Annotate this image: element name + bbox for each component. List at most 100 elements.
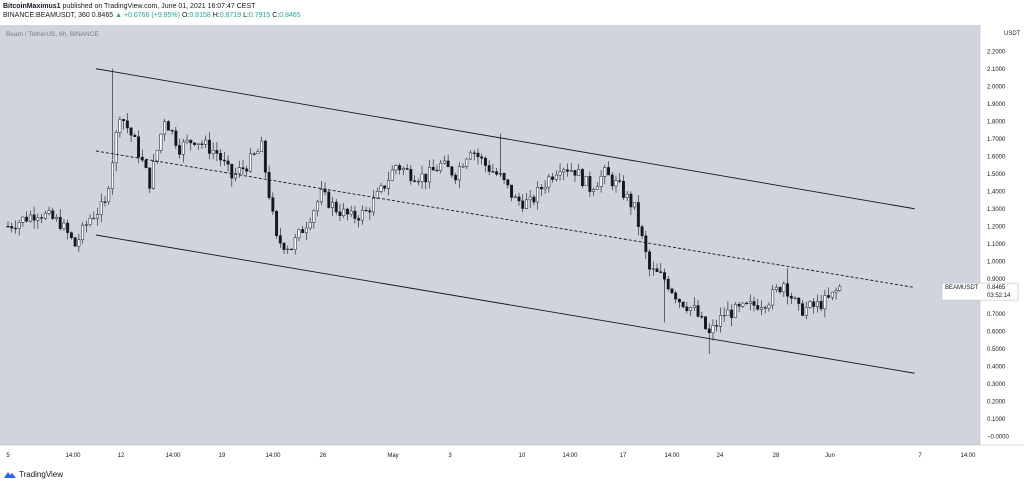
candle bbox=[431, 159, 435, 171]
candle bbox=[304, 221, 308, 241]
ohlc-value: 0.7915 bbox=[248, 12, 273, 19]
candle bbox=[476, 148, 480, 165]
candle bbox=[312, 208, 316, 229]
author-name[interactable]: BitcoinMaximus1 bbox=[3, 3, 61, 10]
bearish-candle-body bbox=[510, 184, 514, 198]
candle bbox=[73, 236, 77, 247]
bearish-candle-body bbox=[450, 166, 454, 176]
candle bbox=[267, 165, 271, 201]
time-tick-label: 12 bbox=[118, 453, 125, 459]
candle bbox=[517, 192, 521, 206]
bearish-candle-body bbox=[25, 216, 29, 222]
candle bbox=[360, 205, 364, 225]
candle bbox=[607, 161, 610, 176]
bullish-candle-body bbox=[767, 304, 771, 309]
bearish-candle-body bbox=[166, 121, 170, 131]
bullish-candle-body bbox=[211, 150, 215, 154]
price-tick-label: 1.3000 bbox=[987, 207, 1006, 213]
candle bbox=[118, 116, 122, 138]
brand-name[interactable]: TradingView bbox=[19, 470, 64, 479]
candle bbox=[316, 199, 320, 217]
bullish-candle-body bbox=[110, 162, 114, 189]
bearish-candle-body bbox=[66, 222, 70, 233]
time-axis[interactable]: 5 14:00 12 14:00 19 14:00 26 May 3 10 14:00 17 14:00… bbox=[0, 444, 1024, 459]
price-tick-label: 1.8000 bbox=[987, 119, 1006, 125]
bearish-candle-body bbox=[789, 295, 793, 299]
candle bbox=[424, 173, 428, 190]
candle bbox=[741, 302, 745, 309]
bullish-candle-body bbox=[513, 196, 517, 198]
candle bbox=[625, 191, 629, 201]
bearish-candle-body bbox=[819, 301, 823, 310]
last-price: 0.8465 bbox=[91, 12, 114, 19]
candle bbox=[256, 148, 260, 155]
candle bbox=[651, 261, 655, 276]
candle bbox=[819, 294, 823, 312]
bullish-candle-body bbox=[84, 224, 88, 226]
chart-area[interactable]: Beam / TetherUS, 6h, BINANCE USDT 2.2000… bbox=[0, 25, 1024, 465]
symbol-label: BINANCE:BEAMUSDT, 360 bbox=[3, 12, 90, 19]
bearish-candle-body bbox=[715, 325, 719, 327]
price-axis[interactable]: 2.2000 2.1000 2.0000 1.9000 1.8000 1.7000 1.60… bbox=[979, 25, 1010, 445]
bullish-candle-body bbox=[815, 301, 819, 307]
candle bbox=[689, 306, 693, 316]
bearish-candle-body bbox=[618, 180, 622, 182]
bearish-candle-body bbox=[368, 210, 372, 213]
bearish-candle-body bbox=[685, 306, 689, 311]
candle bbox=[495, 168, 499, 177]
candle bbox=[390, 165, 394, 181]
candle bbox=[789, 292, 793, 305]
price-tick-label: 0.2000 bbox=[987, 399, 1006, 405]
candle bbox=[622, 175, 625, 201]
candle bbox=[152, 154, 155, 190]
candle bbox=[454, 172, 458, 185]
candle bbox=[342, 202, 346, 219]
candlestick-chart[interactable]: Beam / TetherUS, 6h, BINANCE USDT 2.2000… bbox=[0, 25, 1024, 465]
bullish-candle-body bbox=[372, 197, 375, 213]
time-tick-label: 19 bbox=[219, 453, 226, 459]
candle bbox=[181, 139, 185, 163]
candle bbox=[137, 130, 141, 164]
bullish-candle-body bbox=[528, 196, 532, 201]
time-tick-label: 5 bbox=[6, 453, 10, 459]
price-tick-label: 2.2000 bbox=[987, 49, 1006, 55]
bearish-candle-body bbox=[801, 303, 804, 316]
candle bbox=[629, 191, 633, 216]
bullish-candle-body bbox=[442, 160, 446, 164]
candle bbox=[465, 157, 469, 170]
candle bbox=[774, 284, 778, 293]
candle bbox=[51, 207, 55, 220]
bullish-candle-body bbox=[808, 301, 812, 308]
tradingview-logo-icon bbox=[4, 471, 16, 478]
candle bbox=[353, 206, 357, 224]
candle bbox=[610, 172, 614, 191]
bearish-candle-body bbox=[245, 168, 249, 172]
candle bbox=[58, 209, 62, 231]
bullish-candle-body bbox=[625, 193, 629, 198]
candle bbox=[36, 213, 40, 229]
candle bbox=[368, 207, 372, 221]
bearish-candle-body bbox=[327, 191, 331, 208]
time-tick-label: Jun bbox=[825, 453, 835, 459]
candle bbox=[263, 139, 267, 178]
time-tick-label: 14:00 bbox=[562, 453, 578, 459]
candle bbox=[241, 159, 245, 176]
candle bbox=[144, 158, 148, 169]
bullish-candle-body bbox=[830, 291, 834, 298]
bearish-candle-body bbox=[640, 226, 644, 236]
bearish-candle-body bbox=[424, 173, 428, 183]
candle bbox=[219, 148, 223, 167]
candle bbox=[760, 300, 763, 316]
price-tick-label: 0.9000 bbox=[987, 277, 1006, 283]
candle bbox=[539, 183, 543, 196]
candle bbox=[506, 179, 510, 189]
bearish-candle-body bbox=[137, 136, 141, 158]
bullish-candle-body bbox=[163, 121, 167, 135]
bullish-candle-body bbox=[584, 176, 588, 186]
bearish-candle-body bbox=[827, 295, 831, 298]
bullish-candle-body bbox=[234, 173, 237, 179]
bearish-candle-body bbox=[345, 208, 349, 215]
bearish-candle-body bbox=[207, 139, 211, 154]
time-tick-label: 14:00 bbox=[265, 453, 281, 459]
candle bbox=[345, 207, 349, 221]
